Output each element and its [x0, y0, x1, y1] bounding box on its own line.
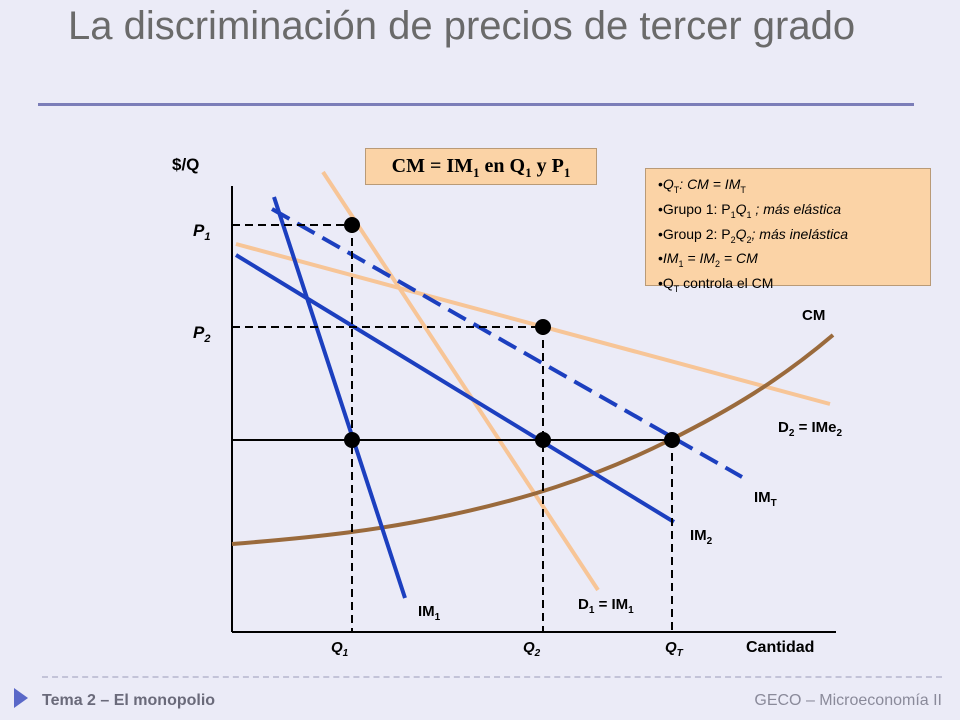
d2-label: D2 = IMe2 — [778, 419, 843, 439]
d1-label: D1 = IM1 — [578, 596, 634, 616]
legend-item: •QT controla el CM — [658, 275, 774, 294]
p1-label: P1 — [193, 221, 210, 243]
im1-label: IM1 — [418, 603, 441, 623]
d1-line — [321, 170, 600, 592]
point-p2-q2 — [535, 319, 551, 335]
legend-box: •QT: CM = IMT •Grupo 1: P1Q1 ; más elást… — [645, 168, 931, 294]
cm-curve — [231, 333, 835, 546]
im1-line — [272, 196, 407, 599]
im2-line — [234, 253, 676, 524]
footer-divider — [42, 676, 942, 678]
y-axis-label: $/Q — [172, 155, 199, 174]
legend-item: •IM1 = IM2 = CM — [658, 250, 758, 270]
slide-title: La discriminación de precios de tercer g… — [68, 4, 856, 48]
footer-course: GECO – Microeconomía II — [754, 692, 942, 709]
point-p1-q1 — [344, 217, 360, 233]
imt-line — [271, 207, 743, 479]
legend-item: •Group 2: P2Q2; más inelástica — [658, 225, 849, 245]
title-underline — [38, 103, 914, 106]
equation-box: CM = IM1 en Q1 y P1 — [365, 148, 597, 185]
legend-item: •Grupo 1: P1Q1 ; más elástica — [658, 200, 842, 220]
q1-label: Q1 — [331, 639, 349, 659]
legend-item: •QT: CM = IMT — [658, 176, 746, 195]
footer-arrow-icon — [14, 688, 28, 708]
imt-label: IMT — [754, 489, 777, 509]
qt-label: QT — [665, 639, 684, 659]
point-q1-cm — [344, 432, 360, 448]
p2-label: P2 — [193, 323, 210, 345]
footer-topic: Tema 2 – El monopolio — [42, 692, 216, 709]
d2-ime2-line — [235, 242, 831, 406]
point-q2-cm — [535, 432, 551, 448]
q2-label: Q2 — [523, 639, 541, 659]
im2-label: IM2 — [690, 527, 713, 547]
cm-label: CM — [802, 307, 825, 324]
point-qt-cm — [664, 432, 680, 448]
x-axis-label: Cantidad — [746, 639, 814, 656]
